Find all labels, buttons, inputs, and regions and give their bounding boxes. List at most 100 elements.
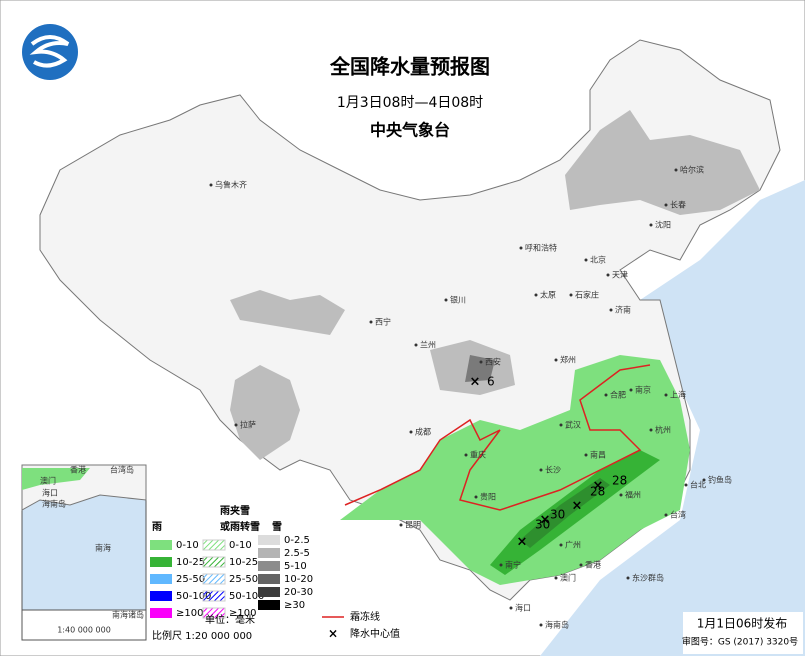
city-label: 海南岛: [545, 620, 569, 630]
city-label: 澳门: [560, 573, 576, 583]
city-label: 香港: [585, 560, 601, 570]
center-cross: ×: [540, 513, 551, 528]
legend-header: 雨: [152, 521, 162, 533]
issued: 1月1日06时发布: [697, 616, 788, 631]
city-dot: [554, 576, 558, 580]
city-dot: [414, 343, 418, 347]
frost-line-label: 霜冻线: [350, 610, 380, 623]
city-label: 南京: [635, 385, 651, 395]
city-label: 南昌: [590, 450, 606, 460]
inset-label: 香港: [70, 465, 86, 475]
legend-label: 25-50: [176, 574, 205, 585]
city-dot: [626, 576, 630, 580]
center-cross: ×: [517, 535, 528, 550]
city-label: 昆明: [405, 521, 421, 530]
legend-label: 10-25: [229, 557, 258, 568]
city-dot: [234, 423, 238, 427]
legend-swatch: [258, 535, 280, 545]
inset-label: 海口: [42, 488, 58, 498]
city-dot: [554, 358, 558, 362]
agency: 中央气象台: [370, 121, 450, 140]
legend-swatch: [150, 608, 172, 618]
center-cross: ×: [572, 499, 583, 514]
city-label: 南宁: [505, 560, 521, 570]
legend-label: 10-25: [176, 557, 205, 568]
city-dot: [539, 623, 543, 627]
city-label: 长沙: [545, 465, 561, 475]
city-dot: [604, 393, 608, 397]
city-dot: [664, 513, 668, 517]
legend-label: 2.5-5: [284, 548, 310, 559]
city-label: 拉萨: [240, 420, 256, 430]
city-dot: [569, 293, 573, 297]
inset-label: 海南岛: [42, 499, 66, 509]
inset-label: 台湾岛: [110, 465, 134, 475]
city-dot: [619, 493, 623, 497]
legend-header: 或雨转雪: [220, 520, 260, 533]
city-label: 西安: [485, 357, 501, 367]
city-label: 石家庄: [575, 290, 599, 300]
center-value: 6: [487, 375, 495, 389]
city-label: 上海: [670, 390, 686, 400]
city-label: 台北: [690, 480, 706, 490]
city-label: 银川: [450, 295, 466, 305]
legend-label: ≥100: [176, 608, 203, 619]
legend-swatch: [150, 591, 172, 601]
city-label: 广州: [565, 540, 581, 550]
legend-swatch: [202, 590, 226, 602]
city-label: 郑州: [560, 355, 576, 365]
city-dot: [539, 468, 543, 472]
center-value: 30: [535, 518, 550, 532]
city-label: 杭州: [655, 425, 671, 435]
city-label: 东沙群岛: [632, 573, 664, 583]
legend-header: 雪: [272, 521, 282, 533]
city-dot: [479, 360, 483, 364]
city-dot: [664, 203, 668, 207]
center-value: 28: [590, 485, 605, 499]
legend-label: ≥100: [229, 608, 256, 619]
city-dot: [579, 563, 583, 567]
city-label: 太原: [540, 290, 556, 300]
city-label: 天津: [612, 270, 628, 280]
legend-swatch: [150, 574, 172, 584]
city-dot: [649, 223, 653, 227]
subtitle: 1月3日08时—4日08时: [337, 95, 483, 111]
sea: [540, 180, 805, 656]
legend-swatch: [258, 548, 280, 558]
legend-label: 0-10: [229, 540, 252, 551]
legend-swatch: [258, 574, 280, 584]
city-label: 重庆: [470, 450, 486, 460]
city-dot: [664, 393, 668, 397]
inset-map: [21, 464, 147, 641]
city-label: 合肥: [610, 390, 626, 400]
city-dot: [209, 183, 213, 187]
city-dot: [609, 308, 613, 312]
approval: 审图号：GS (2017) 3320号: [682, 636, 798, 648]
city-dot: [509, 606, 513, 610]
center-value: 30: [550, 508, 565, 522]
inset-label: 南海: [95, 543, 111, 553]
legend-swatch: [202, 556, 226, 568]
city-label: 北京: [590, 255, 606, 265]
legend-swatch: [150, 557, 172, 567]
city-dot: [519, 246, 523, 250]
legend-label: 20-30: [284, 587, 313, 598]
legend-label: 5-10: [284, 561, 307, 572]
legend-label: 0-2.5: [284, 535, 310, 546]
rain-areas: [340, 355, 690, 585]
city-label: 成都: [415, 427, 431, 437]
legend-label: ≥30: [284, 600, 305, 611]
city-dot: [684, 483, 688, 487]
city-label: 武汉: [565, 420, 581, 430]
legend-swatch: [202, 607, 226, 619]
city-dot: [464, 453, 468, 457]
city-label: 海口: [515, 603, 531, 613]
inset-scale: 1:40 000 000: [57, 626, 111, 635]
logo: [22, 24, 78, 80]
legend-swatch: [202, 573, 226, 585]
city-dot: [399, 523, 403, 527]
inset-label: 南海诸岛: [112, 610, 144, 620]
legend-scale: 比例尺 1:20 000 000: [152, 629, 252, 642]
title: 全国降水量预报图: [329, 55, 490, 79]
footer-box: [683, 612, 803, 654]
